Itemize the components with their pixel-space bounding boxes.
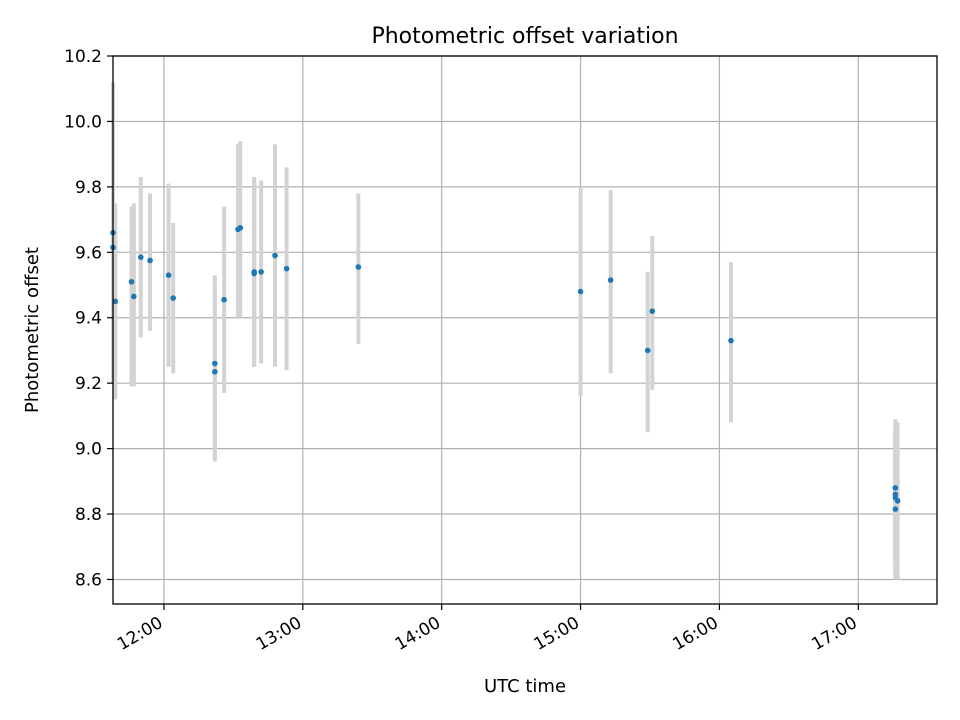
data-point xyxy=(258,269,264,275)
data-point xyxy=(894,498,901,504)
y-tick-label: 8.6 xyxy=(75,570,102,590)
y-tick-label: 10.2 xyxy=(64,47,102,67)
y-tick-label: 9.4 xyxy=(75,309,102,329)
data-point xyxy=(112,298,119,305)
data-point xyxy=(128,278,135,285)
data-point xyxy=(147,257,153,264)
y-tick-label: 8.8 xyxy=(75,505,102,525)
data-point xyxy=(577,288,584,295)
data-point xyxy=(212,368,218,375)
data-point xyxy=(283,265,290,272)
y-tick-label: 9.0 xyxy=(75,440,102,460)
y-tick-label: 10.0 xyxy=(64,112,102,132)
data-point xyxy=(892,485,899,491)
x-tick-label: 13:00 xyxy=(253,613,305,655)
data-point xyxy=(170,295,176,301)
data-point xyxy=(165,272,172,279)
data-point xyxy=(137,254,144,261)
y-tick-label: 9.2 xyxy=(75,374,102,394)
data-point xyxy=(131,293,137,300)
x-tick-label: 15:00 xyxy=(531,613,583,655)
x-tick-label: 17:00 xyxy=(808,613,860,655)
data-point xyxy=(607,277,614,283)
grid-layer xyxy=(113,55,937,604)
x-tick-label: 16:00 xyxy=(669,613,721,655)
point-layer xyxy=(110,224,901,512)
data-point xyxy=(892,506,899,512)
x-axis-label: UTC time xyxy=(484,676,566,697)
data-point xyxy=(355,264,362,270)
data-point xyxy=(237,224,244,231)
x-tick-label: 14:00 xyxy=(392,613,444,655)
data-point xyxy=(251,270,257,277)
plot-frame xyxy=(112,55,938,605)
y-axis-label: Photometric offset xyxy=(22,247,43,413)
data-point xyxy=(212,360,218,367)
y-tick-label: 9.8 xyxy=(75,178,102,198)
errorbar-layer xyxy=(111,82,900,580)
data-point xyxy=(728,337,734,344)
tick-layer: 8.6 8.8 9.0 9.2 9.4 9.6 9.8 10.0 10.2 12:00 13:00 1… xyxy=(64,47,861,655)
data-point xyxy=(649,308,656,314)
chart-title: Photometric offset variation xyxy=(371,24,678,49)
data-point xyxy=(644,347,651,354)
data-point xyxy=(221,296,227,303)
x-tick-label: 12:00 xyxy=(114,613,166,655)
data-point xyxy=(272,252,278,259)
y-tick-label: 9.6 xyxy=(75,243,102,263)
